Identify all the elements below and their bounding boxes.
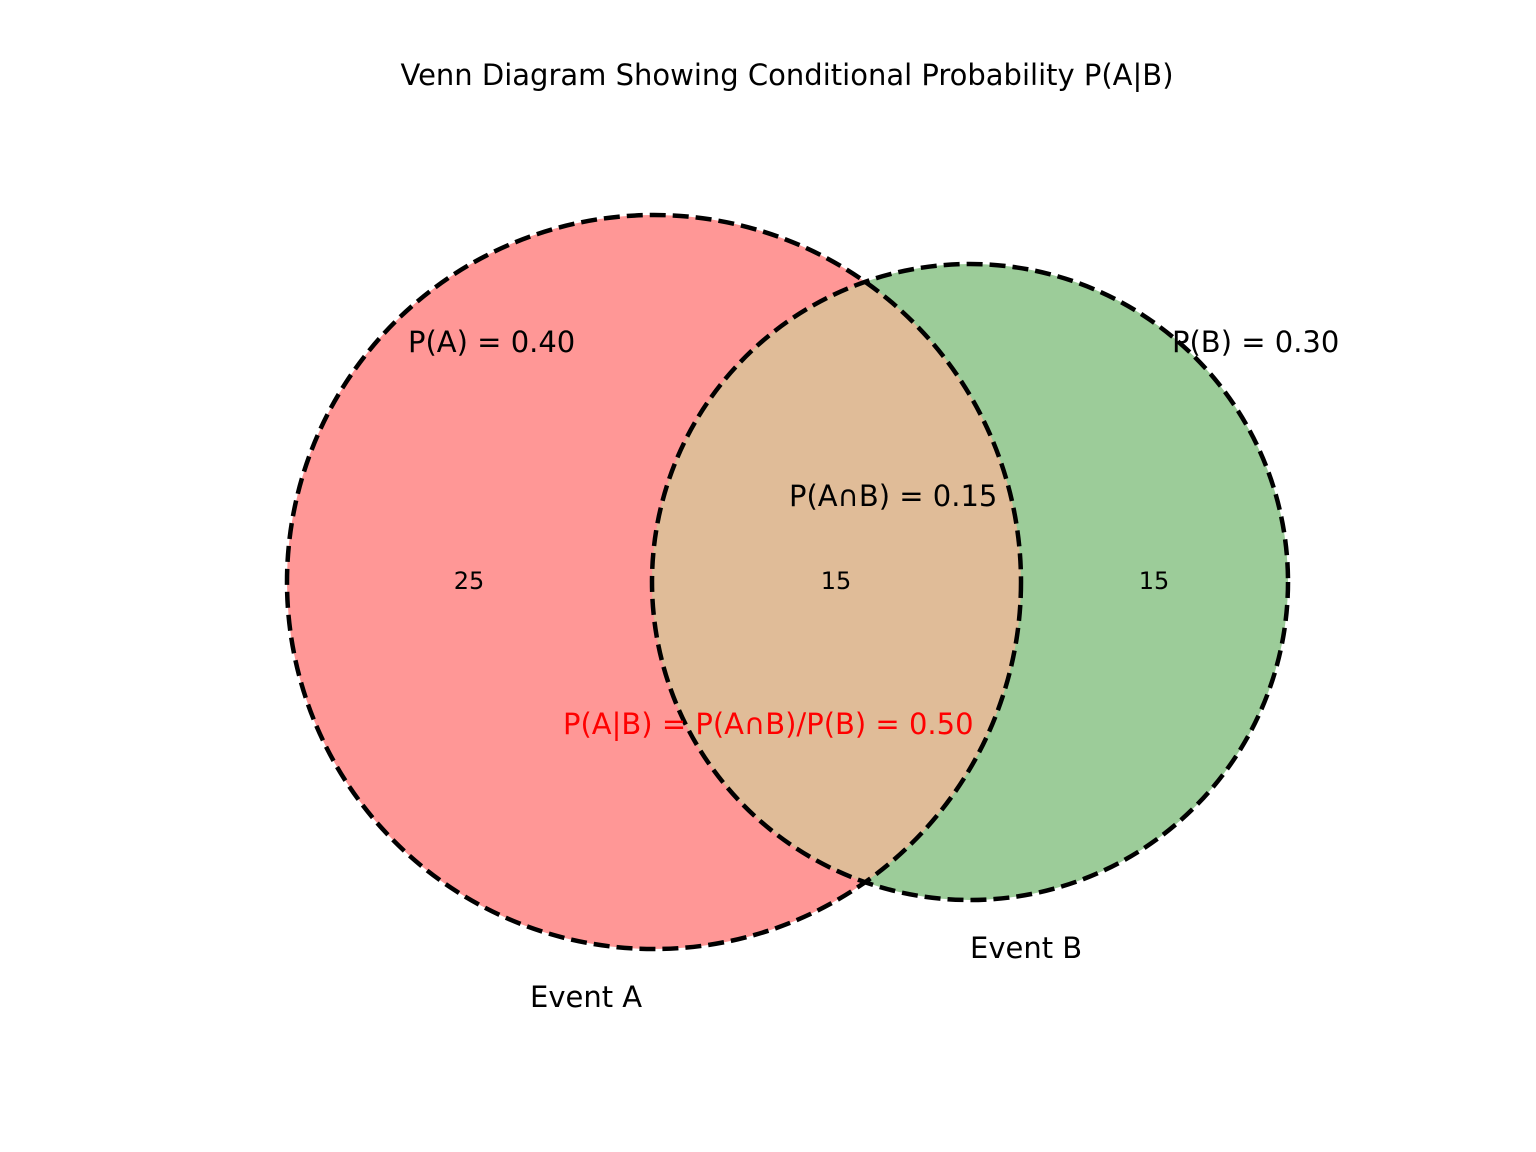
count-intersection: 15 [821,567,852,595]
conditional-probability-formula: P(A|B) = P(A∩B)/P(B) = 0.50 [563,707,974,741]
count-b-only: 15 [1139,567,1170,595]
prob-b-label: P(B) = 0.30 [1172,325,1339,359]
event-a-label: Event A [530,980,642,1014]
prob-a-label: P(A) = 0.40 [408,325,575,359]
event-a-circle-outline [284,212,1024,952]
prob-intersection-label: P(A∩B) = 0.15 [789,479,997,513]
event-b-label: Event B [970,931,1082,965]
event-b-circle-outline [649,261,1291,903]
count-a-only: 25 [454,567,485,595]
diagram-title: Venn Diagram Showing Conditional Probabi… [400,58,1173,92]
